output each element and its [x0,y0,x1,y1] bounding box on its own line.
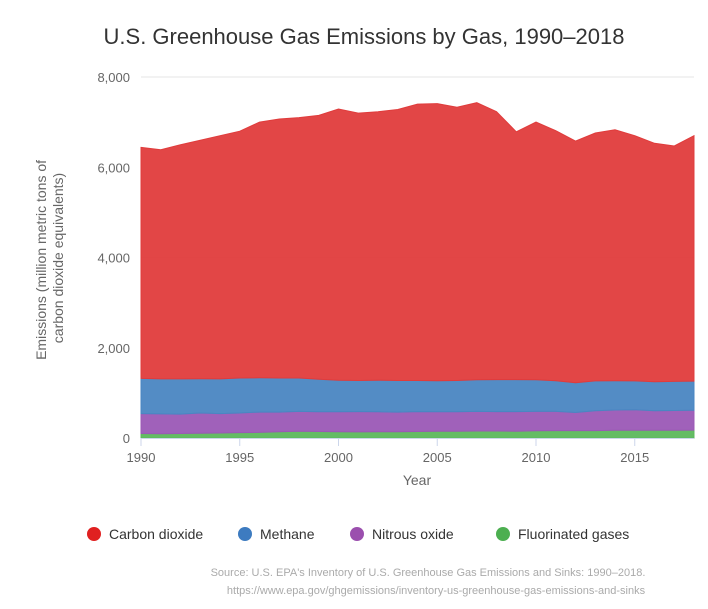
y-tick-label: 6,000 [97,160,130,175]
axes: 0 2,000 4,000 6,000 8,000 1990 1995 2000 2005 201… [97,70,694,465]
source-url: https://www.epa.gov/ghgemissions/invento… [227,585,646,597]
x-tick-label: 2010 [522,450,551,465]
y-tick-label: 0 [123,431,130,446]
legend-marker [87,527,101,541]
legend-label: Carbon dioxide [109,526,203,542]
legend-marker [238,527,252,541]
area-series [140,102,695,439]
area-methane [140,377,695,415]
legend-item-nitrous-oxide[interactable]: Nitrous oxide [350,526,454,542]
y-axis-title-line-1: Emissions (million metric tons of [33,160,49,360]
chart-title: U.S. Greenhouse Gas Emissions by Gas, 19… [104,24,625,49]
x-tick-label: 2005 [423,450,452,465]
legend-label: Methane [260,526,315,542]
area-carbon-dioxide [140,102,695,384]
y-tick-label: 8,000 [97,70,130,85]
y-axis-title: Emissions (million metric tons of carbon… [33,156,66,360]
legend: Carbon dioxide Methane Nitrous oxide Fluori… [87,526,629,542]
legend-label: Fluorinated gases [518,526,629,542]
legend-item-methane[interactable]: Methane [238,526,315,542]
x-tick-label: 1995 [225,450,254,465]
x-tick-label: 1990 [127,450,156,465]
x-axis-title: Year [403,472,432,488]
y-axis-title-line-2: carbon dioxide equivalents) [50,173,66,343]
legend-marker [496,527,510,541]
legend-label: Nitrous oxide [372,526,454,542]
legend-item-carbon-dioxide[interactable]: Carbon dioxide [87,526,203,542]
x-tick-label: 2000 [324,450,353,465]
x-tick-label: 2015 [620,450,649,465]
legend-marker [350,527,364,541]
y-tick-label: 4,000 [97,251,130,266]
source-note: Source: U.S. EPA's Inventory of U.S. Gre… [211,567,646,579]
legend-item-fluorinated-gases[interactable]: Fluorinated gases [496,526,629,542]
y-tick-label: 2,000 [97,341,130,356]
